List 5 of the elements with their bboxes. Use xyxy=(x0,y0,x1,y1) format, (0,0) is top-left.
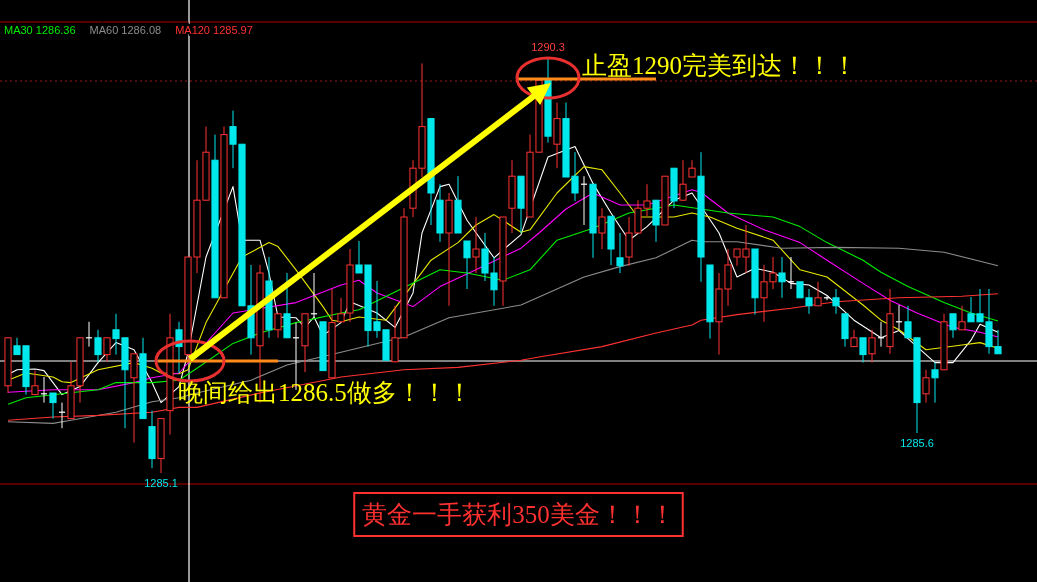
annotation: 黄金一手获利350美金！！！ xyxy=(353,492,684,537)
annotation: 1290.3 xyxy=(531,41,565,53)
annotation: 1285.6 xyxy=(900,437,934,449)
annotation: 1285.1 xyxy=(144,477,178,489)
annotation: 止盈1290完美到达！！！ xyxy=(582,52,857,79)
